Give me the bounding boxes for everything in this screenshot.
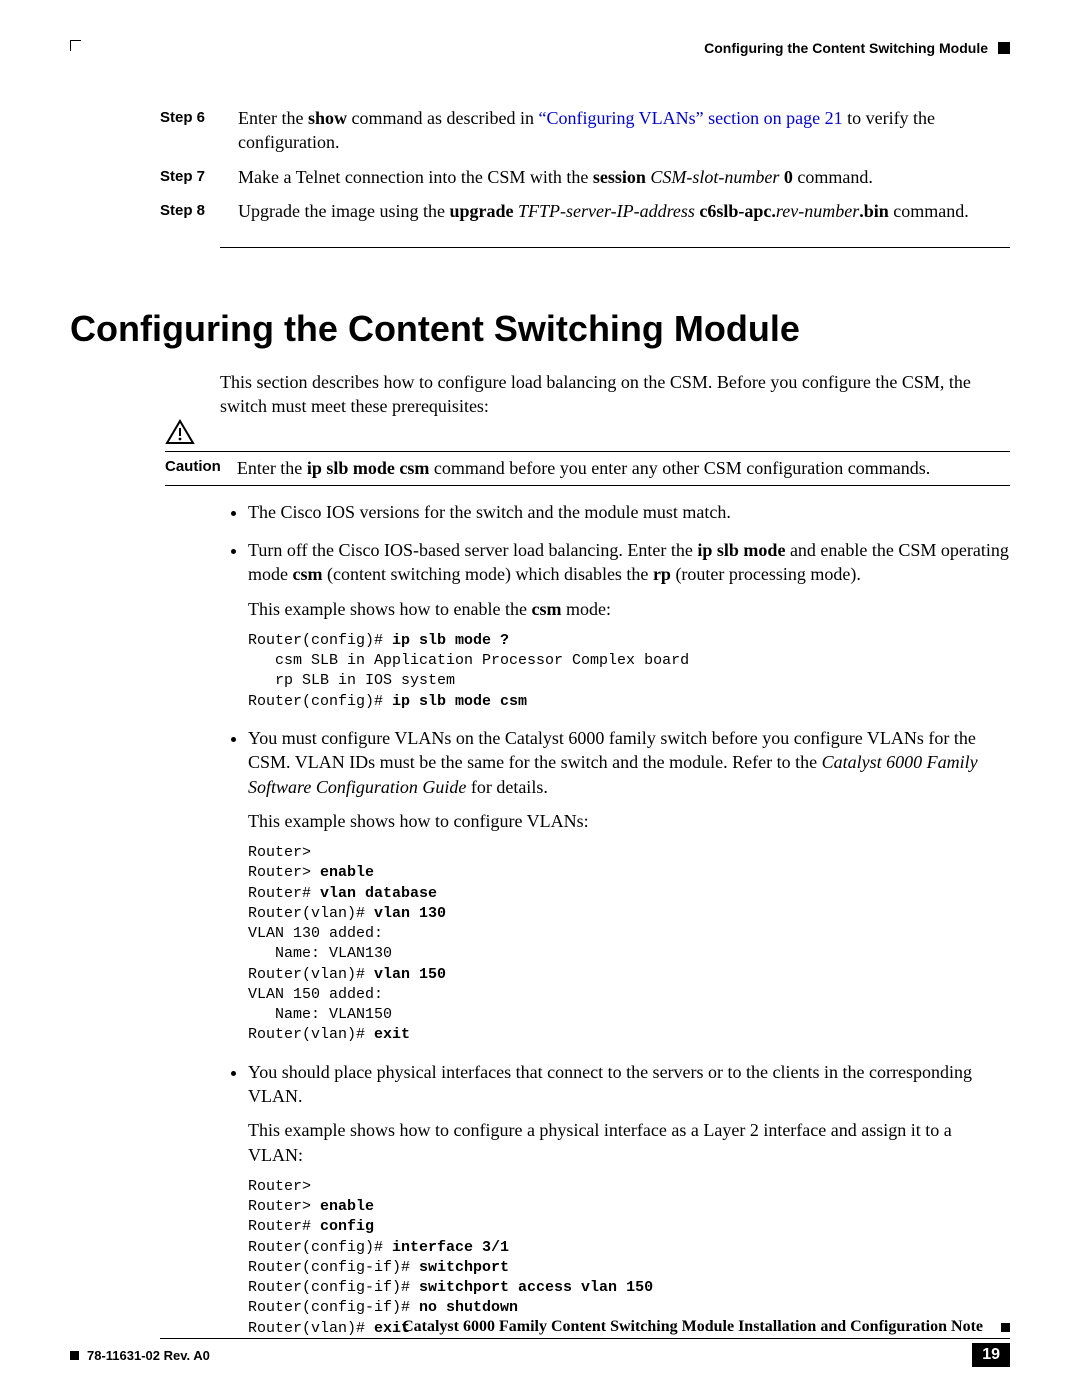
- page-number: 19: [972, 1343, 1010, 1367]
- caution-label: Caution: [165, 458, 221, 475]
- step-body: Make a Telnet connection into the CSM wi…: [238, 165, 990, 189]
- step-row: Step 8 Upgrade the image using the upgra…: [160, 199, 990, 223]
- step-body: Upgrade the image using the upgrade TFTP…: [238, 199, 990, 223]
- footer-square-icon: [1001, 1323, 1010, 1332]
- list-item: Turn off the Cisco IOS-based server load…: [248, 538, 1010, 712]
- vlan-section-link[interactable]: “Configuring VLANs” section on page 21: [538, 108, 842, 128]
- steps-block: Step 6 Enter the show command as describ…: [160, 106, 990, 223]
- footer-rev: 78-11631-02 Rev. A0: [87, 1348, 210, 1363]
- list-item: The Cisco IOS versions for the switch an…: [248, 500, 1010, 524]
- running-header-text: Configuring the Content Switching Module: [704, 40, 988, 56]
- page-footer: Catalyst 6000 Family Content Switching M…: [70, 1318, 1010, 1367]
- caution-icon: [165, 419, 195, 445]
- code-block: Router> Router> enable Router# vlan data…: [248, 843, 1010, 1046]
- divider: [220, 247, 1010, 248]
- example-intro: This example shows how to enable the csm…: [248, 597, 1010, 621]
- step-label: Step 8: [160, 199, 220, 223]
- code-block: Router> Router> enable Router# config Ro…: [248, 1177, 1010, 1339]
- footer-square-icon: [70, 1351, 79, 1360]
- step-row: Step 7 Make a Telnet connection into the…: [160, 165, 990, 189]
- list-item: You must configure VLANs on the Catalyst…: [248, 726, 1010, 1046]
- example-intro: This example shows how to configure VLAN…: [248, 809, 1010, 833]
- code-block: Router(config)# ip slb mode ? csm SLB in…: [248, 631, 1010, 712]
- running-header: Configuring the Content Switching Module: [70, 40, 1010, 56]
- caution-block: Caution Enter the ip slb mode csm comman…: [165, 419, 1010, 486]
- example-intro: This example shows how to configure a ph…: [248, 1118, 1010, 1167]
- step-label: Step 7: [160, 165, 220, 189]
- section-title: Configuring the Content Switching Module: [70, 308, 1010, 350]
- list-item: You should place physical interfaces tha…: [248, 1060, 1010, 1339]
- step-label: Step 6: [160, 106, 220, 155]
- prerequisite-list: The Cisco IOS versions for the switch an…: [220, 500, 1010, 1339]
- step-row: Step 6 Enter the show command as describ…: [160, 106, 990, 155]
- intro-paragraph: This section describes how to configure …: [220, 370, 1010, 419]
- footer-doc-title: Catalyst 6000 Family Content Switching M…: [70, 1318, 983, 1336]
- caution-text: Enter the ip slb mode csm command before…: [237, 458, 1010, 479]
- header-square-icon: [998, 42, 1010, 54]
- crop-mark: [70, 40, 81, 51]
- step-body: Enter the show command as described in “…: [238, 106, 990, 155]
